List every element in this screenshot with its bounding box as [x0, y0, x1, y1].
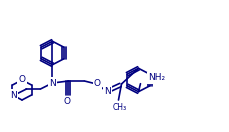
Text: N: N [49, 79, 56, 88]
Text: N: N [10, 91, 17, 100]
Text: O: O [94, 79, 101, 88]
Text: O: O [18, 76, 25, 84]
Text: NH₂: NH₂ [148, 73, 165, 82]
Text: CH₃: CH₃ [112, 103, 126, 112]
Text: N: N [104, 88, 110, 96]
Text: O: O [64, 98, 71, 107]
